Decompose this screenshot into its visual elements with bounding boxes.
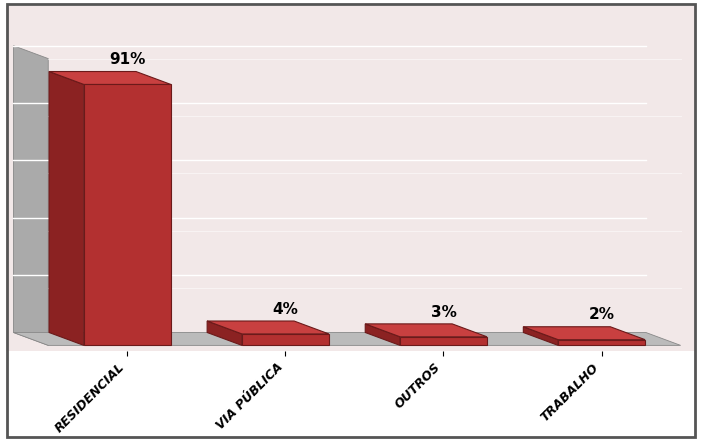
Polygon shape <box>13 46 48 345</box>
Polygon shape <box>365 324 487 337</box>
Polygon shape <box>523 327 558 345</box>
Polygon shape <box>207 321 242 345</box>
Text: 4%: 4% <box>272 302 298 317</box>
Text: 91%: 91% <box>109 52 145 67</box>
Text: 3%: 3% <box>430 305 456 320</box>
Polygon shape <box>49 71 84 345</box>
Text: 2%: 2% <box>588 307 614 322</box>
Polygon shape <box>49 71 171 84</box>
Polygon shape <box>365 324 400 345</box>
Polygon shape <box>558 340 645 345</box>
Polygon shape <box>207 321 329 334</box>
Polygon shape <box>242 334 329 345</box>
Polygon shape <box>84 84 171 345</box>
Polygon shape <box>13 333 681 345</box>
Polygon shape <box>400 337 487 345</box>
Polygon shape <box>523 327 645 340</box>
